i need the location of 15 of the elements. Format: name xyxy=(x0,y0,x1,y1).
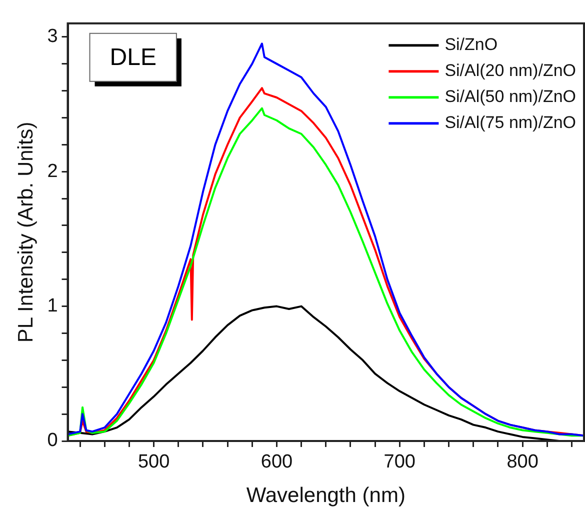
x-tick-label: 800 xyxy=(506,452,538,473)
legend-label: Si/ZnO xyxy=(444,35,498,54)
y-axis-title: PL Intensity (Arb. Units) xyxy=(14,122,38,343)
y-tick-label: 1 xyxy=(47,296,58,317)
y-tick-label: 2 xyxy=(47,160,58,182)
y-tick-label: 0 xyxy=(47,430,58,452)
legend-label: Si/Al(50 nm)/ZnO xyxy=(444,87,576,106)
y-tick-label: 3 xyxy=(47,26,58,48)
x-tick-label: 500 xyxy=(138,452,170,473)
legend-label: Si/Al(75 nm)/ZnO xyxy=(444,113,576,132)
annotation: DLE xyxy=(110,44,156,72)
x-tick-label: 600 xyxy=(260,452,293,473)
legend-label: Si/Al(20 nm)/ZnO xyxy=(444,61,576,80)
x-tick-label: 700 xyxy=(384,452,416,473)
x-axis-title: Wavelength (nm) xyxy=(246,484,406,508)
